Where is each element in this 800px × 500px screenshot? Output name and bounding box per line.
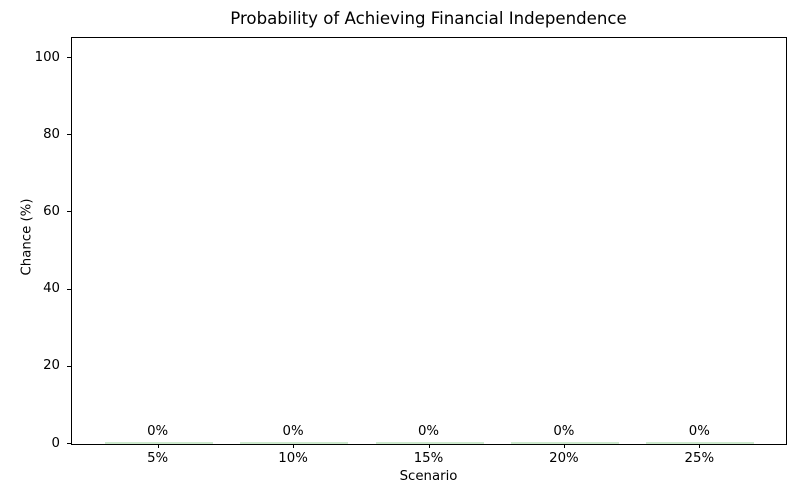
y-tick-mark	[67, 211, 71, 213]
bar-20%	[511, 442, 619, 444]
x-tick-mark	[563, 444, 565, 448]
y-tick-mark	[67, 57, 71, 58]
x-tick-label: 5%	[147, 451, 169, 466]
bar-25%	[646, 442, 754, 444]
y-tick-label: 0	[51, 435, 60, 451]
bar-value-label: 0%	[147, 423, 169, 439]
x-tick-label: 10%	[278, 451, 308, 466]
bar-value-label: 0%	[553, 423, 575, 439]
chart-title: Probability of Achieving Financial Indep…	[230, 9, 627, 28]
x-tick-mark	[428, 444, 430, 448]
x-tick-label: 15%	[413, 451, 444, 466]
bar-10%	[240, 442, 348, 444]
x-axis-label: Scenario	[399, 469, 458, 484]
plot-area	[71, 37, 787, 445]
x-tick-mark	[157, 444, 159, 448]
y-tick-label: 60	[43, 203, 60, 219]
x-tick-label: 25%	[684, 451, 715, 466]
y-tick-mark	[67, 443, 71, 444]
x-tick-mark	[699, 444, 701, 448]
bar-value-label: 0%	[417, 423, 440, 439]
bar-15%	[376, 442, 484, 444]
bar-5%	[105, 442, 213, 444]
y-tick-label: 100	[34, 49, 60, 65]
x-tick-label: 20%	[549, 451, 579, 466]
y-tick-mark	[67, 134, 71, 136]
y-tick-label: 40	[43, 281, 60, 297]
bar-value-label: 0%	[282, 423, 304, 439]
y-tick-label: 20	[43, 358, 60, 374]
x-tick-mark	[293, 444, 295, 448]
y-tick-label: 80	[43, 126, 60, 142]
y-tick-mark	[67, 288, 71, 290]
y-tick-mark	[67, 365, 71, 367]
bar-value-label: 0%	[688, 423, 710, 439]
